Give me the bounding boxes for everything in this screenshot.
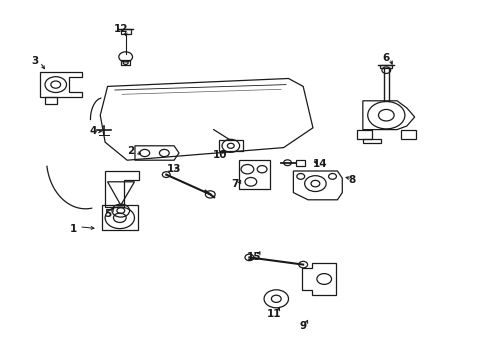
Text: 12: 12 [114,24,128,34]
Text: 13: 13 [166,164,181,174]
Text: 10: 10 [212,150,227,160]
Text: 9: 9 [299,321,306,331]
Text: 1: 1 [70,224,77,234]
Text: 11: 11 [266,309,281,319]
Text: 7: 7 [230,179,238,189]
Text: 6: 6 [382,53,389,63]
Text: 5: 5 [104,209,111,219]
Text: 8: 8 [348,175,355,185]
Text: 14: 14 [312,159,327,169]
Text: 2: 2 [127,146,134,156]
Text: 4: 4 [89,126,97,136]
Text: 15: 15 [246,252,261,262]
Text: 3: 3 [32,56,39,66]
